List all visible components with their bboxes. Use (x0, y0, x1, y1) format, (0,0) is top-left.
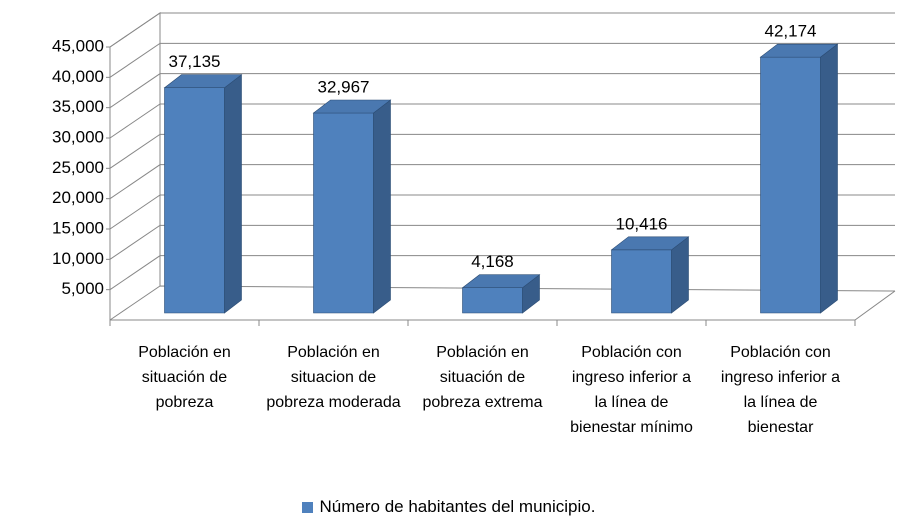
y-tick-label: 15,000 (52, 218, 104, 237)
bar-face (610, 236, 690, 251)
bar-face (461, 274, 541, 289)
bar-face (312, 99, 392, 114)
x-tick-label: Población en situacion de pobreza modera… (266, 344, 401, 411)
y-tick-label: 10,000 (52, 249, 104, 268)
bar-face (163, 74, 243, 89)
bar-face (462, 287, 523, 314)
bar-face (313, 112, 374, 314)
value-label: 10,416 (616, 214, 668, 233)
grid-line (109, 42, 895, 78)
x-tick-label: Población con ingreso inferior a la líne… (570, 344, 693, 436)
y-tick-label: 30,000 (52, 127, 104, 146)
value-label: 37,135 (169, 52, 221, 71)
bar (610, 236, 690, 314)
legend-label: Número de habitantes del municipio. (319, 497, 596, 516)
grid-line (109, 73, 895, 109)
x-tick-label: Población con ingreso inferior a la líne… (720, 344, 841, 436)
bar-face (820, 43, 838, 314)
bar-face (759, 43, 839, 58)
bar-face (224, 74, 242, 314)
bar-face (671, 236, 689, 314)
y-tick-label: 45,000 (52, 36, 104, 55)
y-tick-label: 5,000 (61, 279, 104, 298)
y-tick-label: 35,000 (52, 97, 104, 116)
grid-line (109, 194, 895, 230)
value-label: 4,168 (471, 252, 514, 271)
bar-face (611, 249, 672, 314)
grid-line (109, 103, 895, 139)
y-tick-label: 25,000 (52, 158, 104, 177)
legend: Número de habitantes del municipio. (0, 497, 897, 517)
bar (312, 99, 392, 314)
bar (163, 74, 243, 314)
bar (759, 43, 839, 314)
legend-swatch (301, 502, 313, 514)
grid-line (109, 224, 895, 260)
bar-face (373, 99, 391, 314)
bar (461, 274, 541, 314)
grid-line (109, 133, 895, 169)
bar-face (164, 87, 225, 314)
value-label: 32,967 (318, 77, 370, 96)
x-tick-label: Población en situación de pobreza extrem… (422, 344, 543, 411)
grid-line (109, 164, 895, 200)
x-tick-label: Población en situación de pobreza (138, 344, 231, 411)
y-tick-label: 20,000 (52, 188, 104, 207)
value-label: 42,174 (765, 22, 817, 41)
y-tick-label: 40,000 (52, 67, 104, 86)
bar-face (760, 56, 821, 314)
grid-line (109, 12, 895, 48)
side-wall (109, 12, 161, 320)
